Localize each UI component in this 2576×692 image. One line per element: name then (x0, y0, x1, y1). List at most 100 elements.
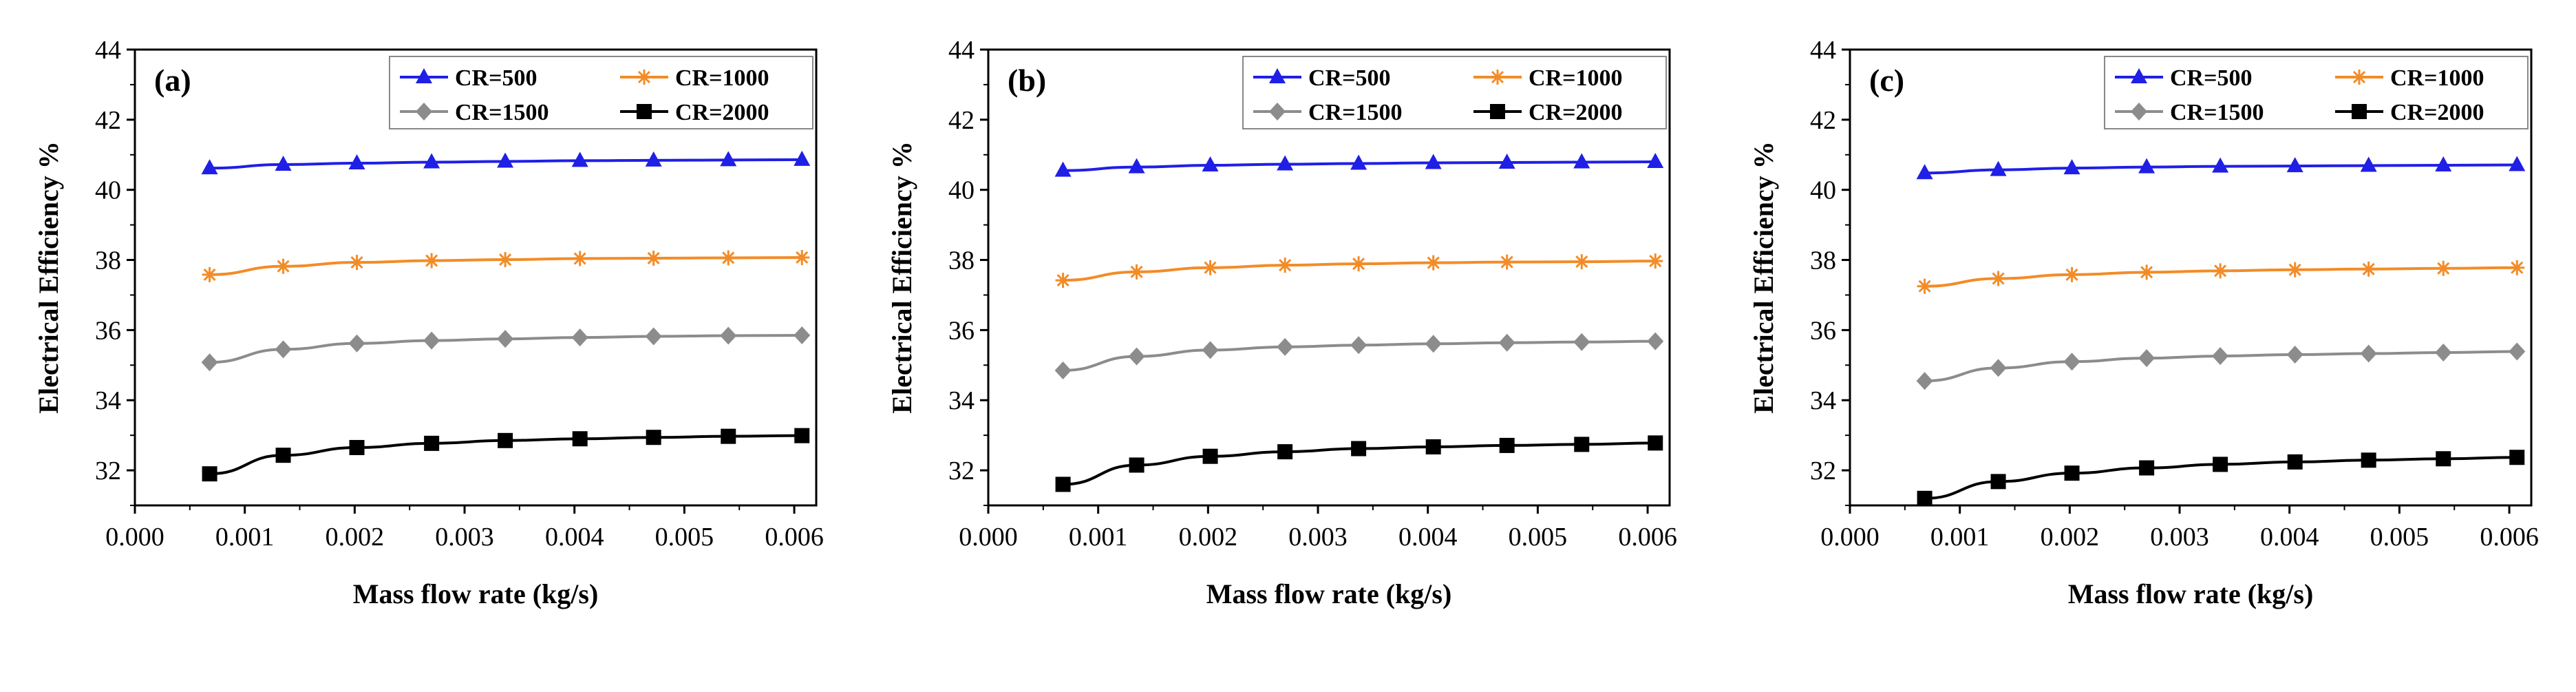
data-point (2435, 156, 2452, 172)
data-point (1202, 341, 1219, 359)
data-point (2509, 260, 2525, 275)
legend-label: CR=1000 (1529, 65, 1622, 91)
data-point (1277, 155, 1294, 171)
y-tick-label: 44 (1810, 36, 1836, 65)
data-point (2436, 260, 2451, 276)
data-point (497, 330, 514, 348)
legend-label: CR=2000 (675, 100, 769, 125)
data-point (1498, 153, 1515, 169)
x-tick-label: 0.000 (1820, 523, 1880, 552)
legend: CR=500 CR=1000 CR=1500 CR=2000 (1242, 56, 1667, 129)
y-tick-label: 38 (1810, 247, 1836, 275)
data-point (2286, 157, 2303, 173)
data-point (721, 428, 736, 444)
data-point (1055, 273, 1071, 289)
data-point (1202, 260, 1218, 275)
data-point (2286, 346, 2303, 364)
data-point (202, 466, 217, 482)
x-tick-label: 0.003 (1288, 523, 1348, 552)
series-cr-1500 (1054, 332, 1664, 379)
data-point (1425, 154, 1442, 169)
x-axis-title: Mass flow rate (kg/s) (2068, 578, 2314, 609)
data-point (646, 250, 661, 266)
legend-label: CR=1500 (1308, 100, 1402, 125)
x-tick-label: 0.003 (2150, 523, 2209, 552)
legend-label: CR=500 (2170, 65, 2252, 91)
data-point (1055, 476, 1071, 492)
legend-marker-star (2352, 70, 2367, 85)
data-point (1573, 153, 1590, 169)
data-point (2361, 261, 2376, 277)
data-point (2287, 262, 2303, 277)
data-point (1648, 435, 1663, 451)
data-point (1351, 256, 1367, 272)
data-point (794, 428, 810, 443)
x-tick-label: 0.002 (2041, 523, 2100, 552)
data-point (571, 151, 588, 167)
plot-frame (134, 48, 818, 507)
data-point (721, 250, 736, 266)
data-point (572, 431, 588, 447)
legend-label: CR=1500 (2170, 100, 2264, 125)
y-tick-label: 38 (95, 247, 121, 275)
data-point (275, 156, 292, 171)
data-point (1917, 278, 1933, 294)
data-point (794, 150, 811, 166)
data-point (1202, 156, 1219, 172)
x-tick-label: 0.002 (1179, 523, 1238, 552)
data-point (2361, 452, 2376, 468)
x-axis-title: Mass flow rate (kg/s) (353, 578, 599, 609)
legend-marker-square (2352, 104, 2367, 119)
y-tick-label: 32 (95, 457, 121, 485)
data-point (1916, 372, 1933, 390)
legend-marker-star (637, 70, 652, 85)
data-point (1990, 474, 2006, 490)
data-point (202, 266, 217, 282)
x-tick-label: 0.006 (765, 523, 824, 552)
data-point (1054, 361, 1072, 379)
y-tick-label: 34 (1810, 386, 1836, 415)
data-point (1499, 254, 1515, 270)
data-point (2213, 457, 2228, 472)
data-point (1916, 164, 1933, 180)
legend-marker-triangle (1269, 68, 1286, 83)
data-point (1647, 332, 1664, 350)
data-point (1990, 160, 2007, 176)
series-cr-1500 (201, 326, 811, 372)
data-point (1277, 337, 1294, 356)
legend-label: CR=2000 (2390, 100, 2484, 125)
legend-marker-star (1490, 70, 1505, 85)
legend-marker-square (637, 104, 652, 119)
data-point (2287, 454, 2303, 470)
data-point (2436, 451, 2451, 467)
data-point (1499, 437, 1515, 453)
data-point (2435, 343, 2452, 361)
data-point (2138, 158, 2155, 174)
y-tick-label: 32 (1810, 457, 1836, 485)
x-tick-label: 0.004 (1398, 523, 1458, 552)
legend: CR=500 CR=1000 CR=1500 CR=2000 (389, 56, 813, 129)
data-point (571, 328, 588, 347)
data-point (1202, 448, 1218, 464)
x-tick-label: 0.003 (435, 523, 494, 552)
data-point (1647, 152, 1664, 168)
legend-marker-triangle (416, 68, 432, 83)
x-tick-label: 0.006 (1618, 523, 1677, 552)
data-point (720, 326, 737, 345)
x-tick-label: 0.000 (959, 523, 1018, 552)
data-point (2213, 263, 2228, 279)
x-tick-label: 0.000 (105, 523, 164, 552)
y-tick-label: 44 (95, 36, 121, 65)
data-point (201, 159, 218, 175)
data-point (2212, 347, 2229, 366)
legend-box (2104, 56, 2529, 129)
legend-box (1242, 56, 1667, 129)
data-point (1351, 441, 1367, 457)
data-point (423, 331, 440, 350)
x-tick-label: 0.006 (2480, 523, 2539, 552)
y-tick-label: 42 (95, 106, 121, 135)
series-cr-500 (1916, 156, 2526, 180)
data-point (348, 154, 365, 169)
legend-marker-diamond (416, 103, 432, 120)
